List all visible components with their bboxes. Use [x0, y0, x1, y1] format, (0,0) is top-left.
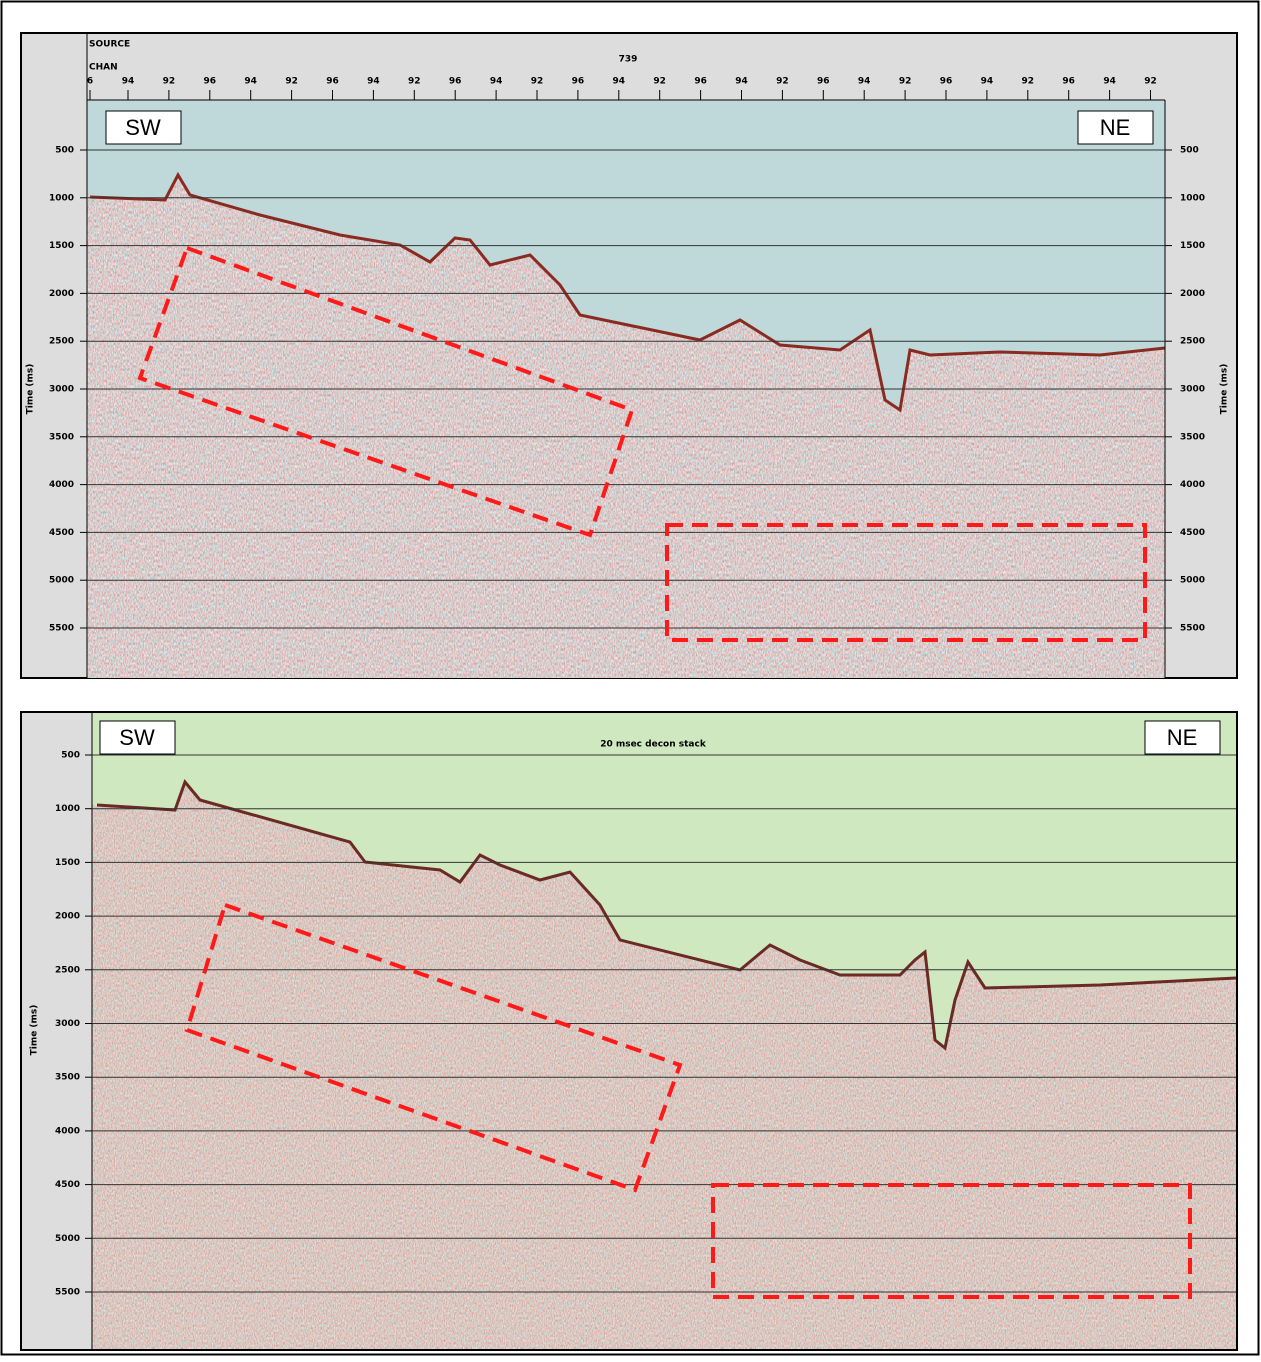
y-tick-label: 4000: [1180, 480, 1205, 490]
source-label: SOURCE: [89, 40, 130, 50]
y-tick-label: 2000: [1180, 289, 1205, 299]
channel-label: 94: [858, 77, 871, 87]
page: {"top_panel": { "header": {"source_label…: [0, 0, 1261, 1357]
y-tick-label: 4500: [1180, 528, 1205, 538]
y-tick-label: 4500: [55, 1180, 80, 1190]
channel-label: 92: [163, 77, 176, 87]
y-tick-label: 2000: [49, 289, 74, 299]
channel-label: 92: [285, 77, 298, 87]
direction-label: SW: [125, 115, 161, 140]
axis-title: Time (ms): [1220, 364, 1230, 415]
y-tick-label: 5500: [49, 624, 74, 634]
y-tick-label: 2500: [55, 965, 80, 975]
channel-label: 96: [449, 77, 462, 87]
y-tick-label: 3500: [49, 432, 74, 442]
y-tick-label: 2000: [55, 912, 80, 922]
y-tick-label: 1000: [49, 193, 74, 203]
channel-label: 94: [1103, 77, 1116, 87]
y-tick-label: 1500: [1180, 241, 1205, 251]
figure: SOURCE CHAN 739 Time (ms) Time (ms) Time…: [0, 0, 1261, 1357]
channel-label: 92: [1144, 77, 1157, 87]
channel-label: 94: [735, 77, 748, 87]
y-tick-label: 500: [55, 146, 74, 156]
direction-label: NE: [1100, 115, 1131, 140]
y-tick-label: 5500: [55, 1288, 80, 1298]
y-tick-label: 1000: [1180, 193, 1205, 203]
channel-label: 94: [244, 77, 257, 87]
channel-label: 94: [981, 77, 994, 87]
channel-label: 96: [694, 77, 707, 87]
channel-label: 92: [899, 77, 912, 87]
y-tick-label: 1000: [55, 804, 80, 814]
channel-label: 94: [613, 77, 626, 87]
channel-label: 6: [87, 77, 93, 87]
top-panel: SOURCE CHAN 739 Time (ms) Time (ms): [21, 33, 1237, 678]
y-tick-label: 3500: [1180, 432, 1205, 442]
channel-label: 96: [326, 77, 339, 87]
channel-label: 96: [1062, 77, 1075, 87]
source-number: 739: [619, 55, 638, 65]
y-tick-label: 500: [61, 751, 80, 761]
y-tick-label: 3000: [55, 1019, 80, 1029]
channel-label: 96: [204, 77, 217, 87]
y-tick-label: 1500: [55, 858, 80, 868]
channel-label: 94: [122, 77, 135, 87]
y-tick-label: 500: [1180, 146, 1199, 156]
bottom-panel: Time (ms): [21, 712, 1237, 1350]
direction-label: SW: [119, 725, 155, 750]
channel-label: 92: [776, 77, 789, 87]
axis-title: Time (ms): [30, 1005, 40, 1056]
y-tick-label: 4500: [49, 528, 74, 538]
channel-label: 92: [408, 77, 421, 87]
y-tick-label: 3500: [55, 1073, 80, 1083]
panel-title: 20 msec decon stack: [600, 740, 707, 750]
y-tick-label: 5500: [1180, 624, 1205, 634]
y-tick-label: 5000: [55, 1234, 80, 1244]
y-tick-label: 4000: [55, 1126, 80, 1136]
y-tick-label: 1500: [49, 241, 74, 251]
channel-label: 94: [490, 77, 503, 87]
direction-label: NE: [1167, 725, 1198, 750]
channel-label: 96: [940, 77, 953, 87]
y-tick-label: 2500: [1180, 337, 1205, 347]
y-tick-label: 2500: [49, 337, 74, 347]
y-tick-label: 4000: [49, 480, 74, 490]
channel-label: 94: [367, 77, 380, 87]
axis-title: Time (ms): [26, 364, 36, 415]
y-tick-label: 5000: [49, 576, 74, 586]
y-tick-label: 3000: [49, 385, 74, 395]
channel-label: 96: [572, 77, 585, 87]
y-tick-label: 3000: [1180, 385, 1205, 395]
channel-label: 92: [1022, 77, 1035, 87]
chan-label: CHAN: [89, 63, 118, 73]
y-tick-label: 5000: [1180, 576, 1205, 586]
channel-label: 92: [653, 77, 666, 87]
channel-label: 96: [817, 77, 830, 87]
channel-label: 92: [531, 77, 544, 87]
